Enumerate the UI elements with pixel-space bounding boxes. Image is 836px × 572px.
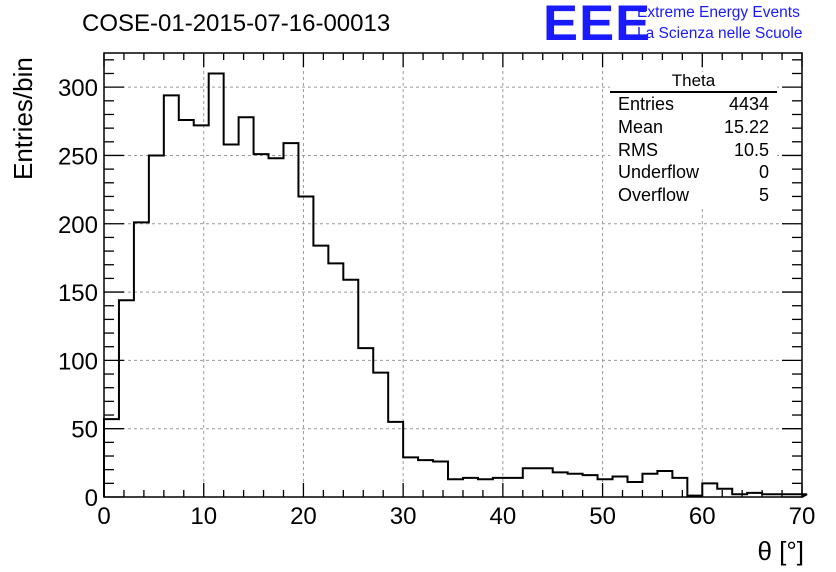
y-tick-label: 100 [58, 348, 98, 375]
histogram-bin [568, 474, 583, 497]
histogram-bin [239, 117, 254, 497]
histogram-bin [298, 196, 313, 497]
x-tick-label: 60 [689, 503, 716, 530]
histogram-bin [149, 155, 164, 497]
x-tick-label: 10 [190, 503, 217, 530]
histogram-bin [642, 474, 657, 497]
histogram-outline [103, 72, 808, 498]
histogram-bin [433, 461, 448, 497]
histogram-bin [657, 471, 672, 497]
histogram-bin [553, 472, 568, 497]
histogram-bin [628, 482, 643, 497]
histogram-bin [702, 483, 717, 497]
stats-box: Theta Entries 4434 Mean 15.22 RMS 10.5 U… [610, 72, 777, 207]
histogram-bin [403, 457, 418, 497]
stats-title: Theta [610, 72, 777, 93]
y-tick-label: 0 [85, 485, 98, 512]
stats-label: Overflow [618, 185, 690, 206]
histogram-bin [598, 479, 613, 497]
x-tick-label: 40 [490, 503, 517, 530]
y-tick-label: 300 [58, 75, 98, 102]
stats-label: Entries [618, 94, 675, 114]
plot-frame [103, 52, 803, 498]
histogram-bin [508, 478, 523, 497]
histogram-bin [717, 489, 732, 497]
histogram-bin [463, 478, 478, 497]
histogram-bin [179, 120, 194, 497]
y-tick-label: 150 [58, 280, 98, 307]
y-axis-label: Entries/bin [8, 57, 38, 180]
y-tick-label: 250 [58, 143, 98, 170]
stats-value: 10.5 [733, 139, 769, 160]
logo-line-1: Extreme Energy Events [637, 4, 800, 21]
histogram-bin [613, 477, 628, 497]
stats-value: 0 [758, 162, 769, 183]
stats-value: 15.22 [723, 116, 769, 137]
histogram-bin [224, 145, 239, 497]
stats-label: Underflow [618, 162, 700, 183]
stats-row-overflow: Overflow 5 [610, 184, 777, 207]
histogram-bin [583, 475, 598, 497]
histogram-bin [283, 143, 298, 497]
stats-value: 5 [758, 185, 769, 206]
y-tick-label: 50 [71, 417, 98, 444]
stats-row-rms: RMS 10.5 [610, 139, 777, 162]
stats-label: RMS [618, 139, 658, 160]
histogram-bin [194, 125, 209, 497]
histogram-bin [119, 300, 134, 497]
y-tick-label: 200 [58, 212, 98, 239]
x-tick-label: 0 [97, 503, 110, 530]
histogram-bin [269, 158, 284, 497]
x-tick-label: 30 [390, 503, 417, 530]
histogram-bin [254, 154, 269, 497]
histogram-bin [388, 422, 403, 497]
histogram-bin [523, 468, 538, 497]
stats-value: 4434 [728, 94, 769, 114]
histogram-bin [313, 246, 328, 497]
histogram-bin [343, 280, 358, 497]
histogram-bin [358, 348, 373, 497]
histogram-bin [328, 263, 343, 497]
histogram-bin [478, 479, 493, 497]
x-axis-label: θ [°] [757, 536, 804, 566]
x-tick-label: 20 [290, 503, 317, 530]
histogram-bin [134, 222, 149, 497]
histogram-bin [493, 478, 508, 497]
histogram-bin [448, 479, 463, 497]
x-tick-label: 70 [789, 503, 816, 530]
stats-row-mean: Mean 15.22 [610, 116, 777, 139]
axes-frame [103, 52, 803, 498]
histogram-bin [373, 373, 388, 497]
x-tick-label: 50 [589, 503, 616, 530]
stats-row-underflow: Underflow 0 [610, 161, 777, 184]
run-title: COSE-01-2015-07-16-00013 [82, 10, 391, 37]
stats-row-entries: Entries 4434 [610, 93, 777, 116]
grid-lines [104, 53, 802, 497]
histogram-bin [209, 73, 224, 497]
logo-mark: EEE [543, 0, 652, 51]
histogram-bin [104, 419, 119, 497]
stats-label: Mean [618, 116, 664, 137]
logo-line-2: La Scienza nelle Scuole [637, 25, 803, 42]
histogram-bin [672, 478, 687, 497]
histogram-bin [418, 460, 433, 497]
histogram-bin [538, 468, 553, 497]
axis-ticks [103, 53, 803, 498]
